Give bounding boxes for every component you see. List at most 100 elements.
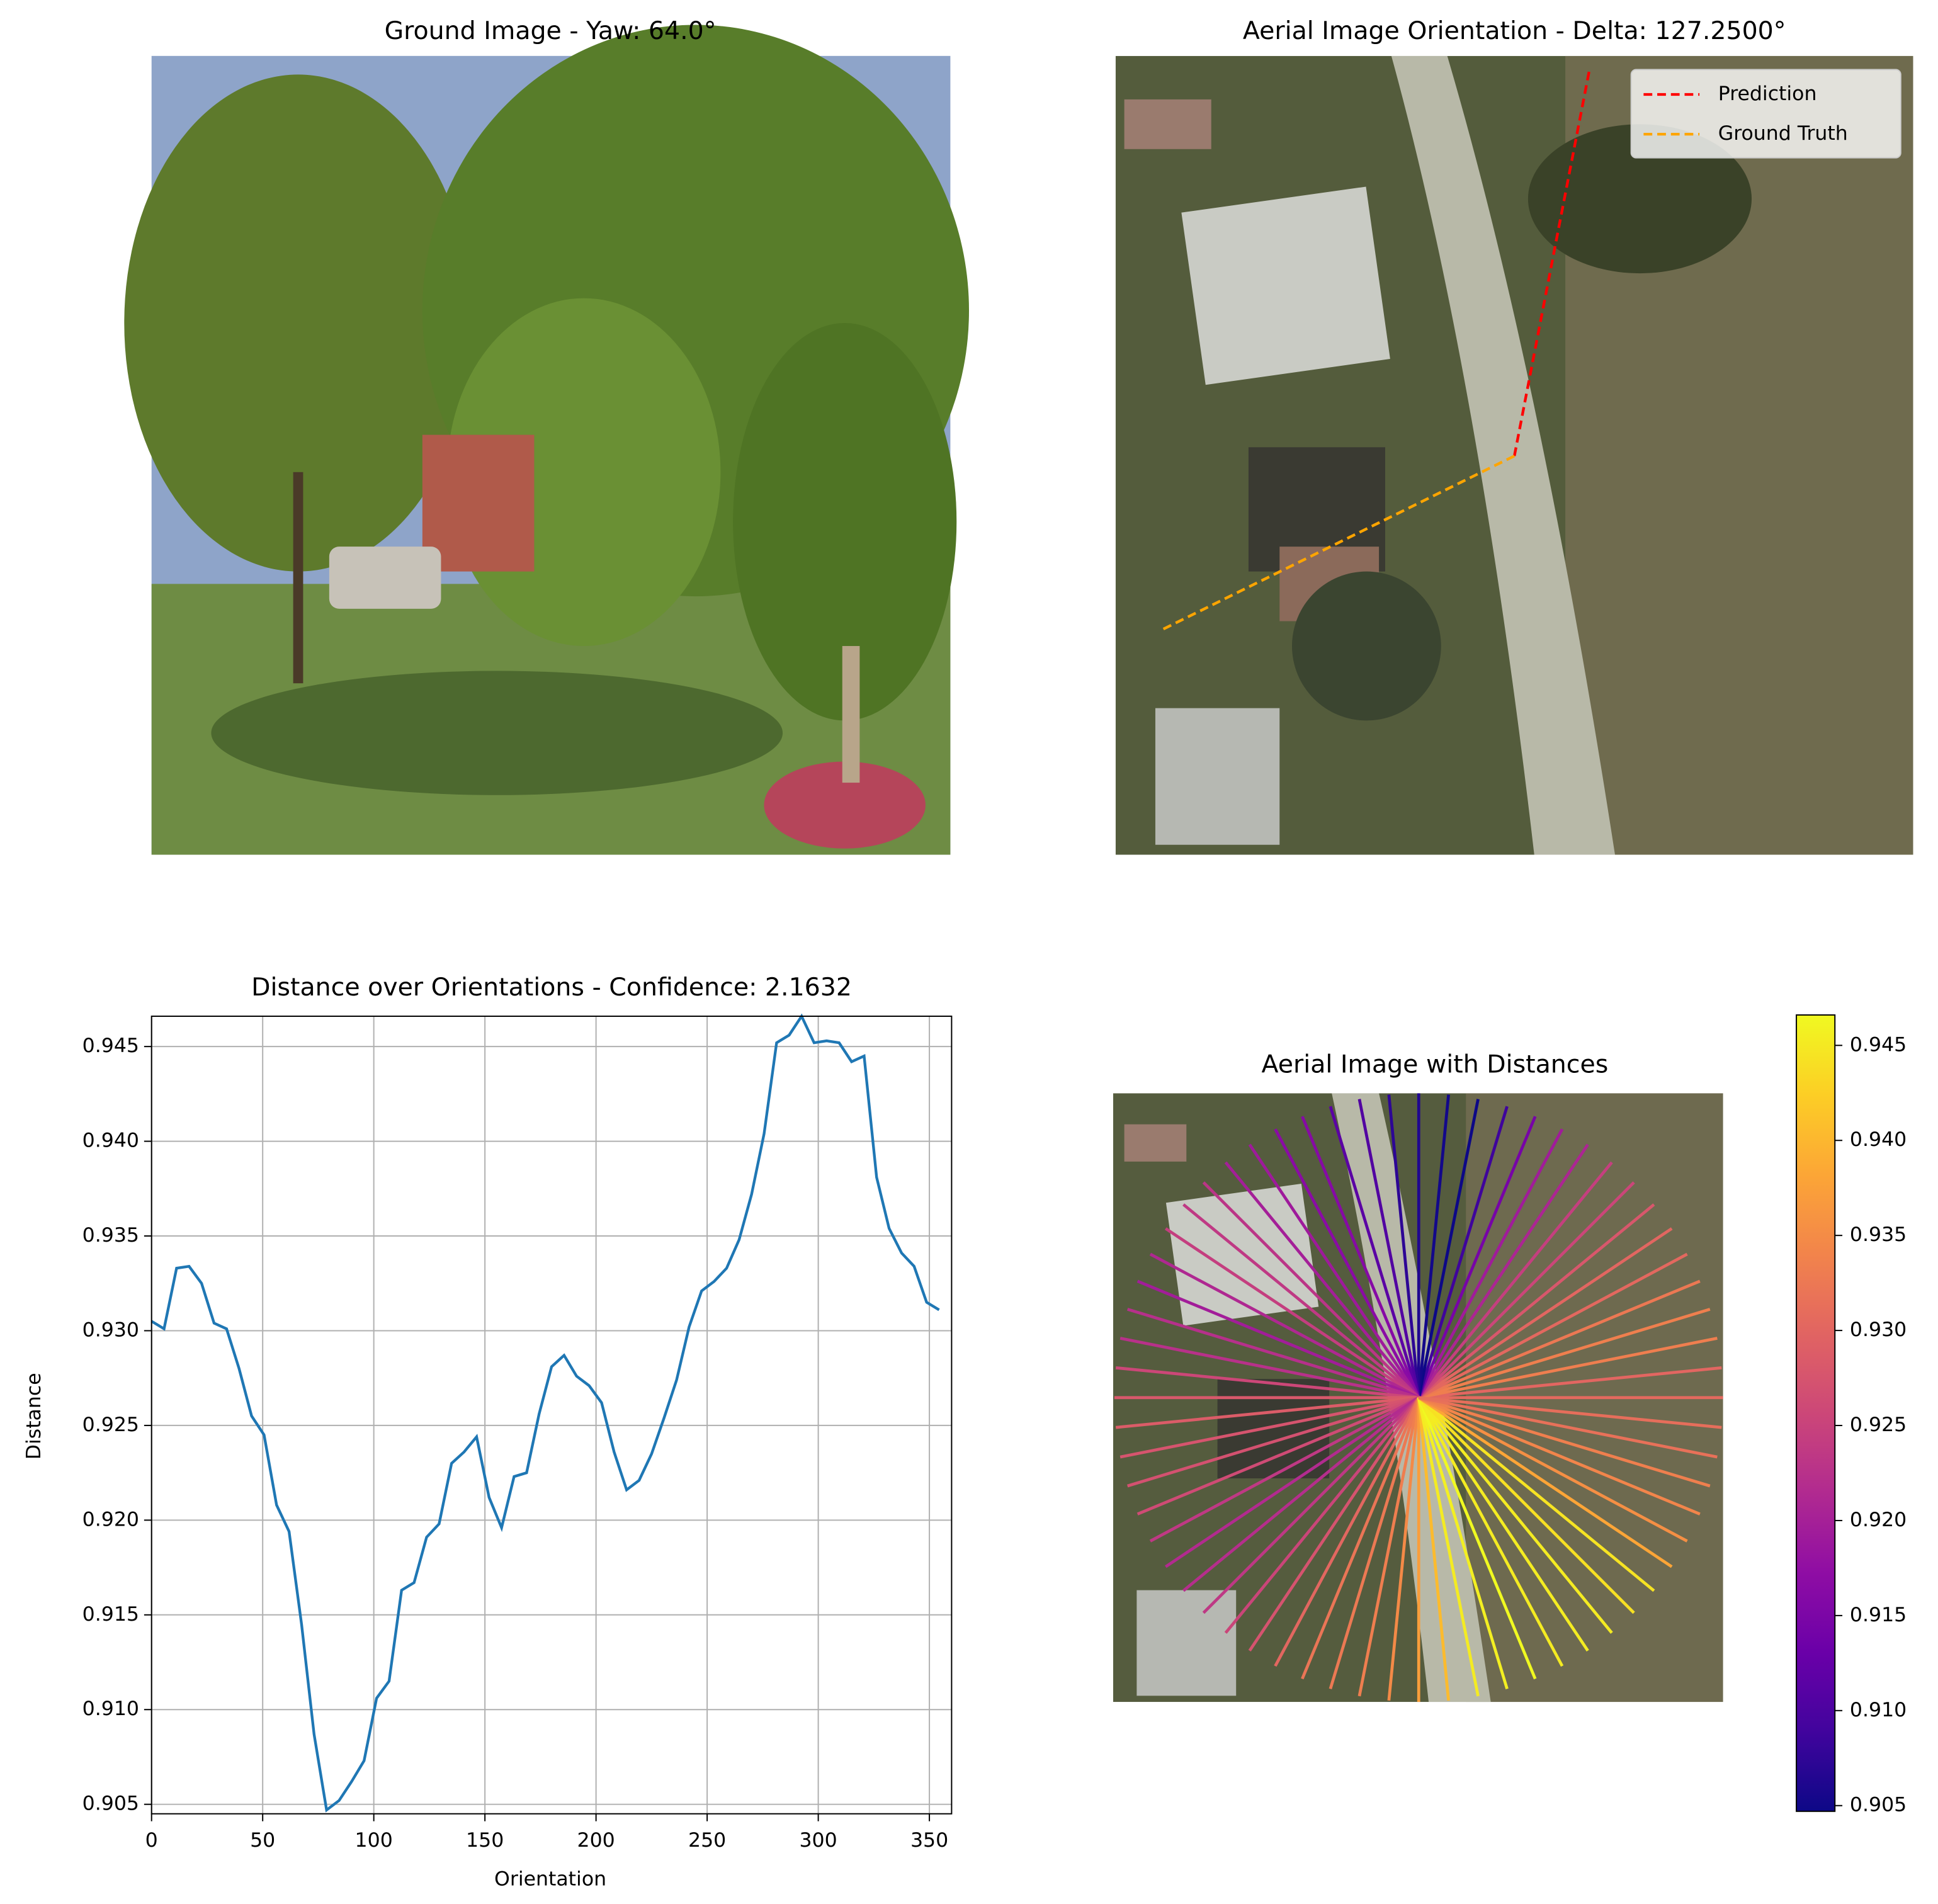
radial-line [1248, 1143, 1420, 1399]
chart-title: Aerial Image Orientation - Delta: 127.25… [1243, 16, 1786, 45]
radial-line [1329, 1106, 1420, 1398]
colorbar-tick-label: 0.940 [1850, 1128, 1907, 1151]
radial-line [1418, 1337, 1718, 1400]
radial-line [1417, 1227, 1673, 1399]
radial-line [1357, 1397, 1420, 1697]
radial-line [1419, 1366, 1722, 1400]
radial-line [1387, 1397, 1420, 1701]
x-tick-label: 150 [466, 1829, 504, 1852]
radial-line [1301, 1397, 1420, 1680]
radial-line [1417, 1099, 1480, 1398]
radial-line [1119, 1396, 1419, 1459]
colorbar-tick-label: 0.910 [1850, 1699, 1907, 1721]
radial-line [1202, 1181, 1420, 1399]
colorbar-tick-label: 0.935 [1850, 1223, 1907, 1246]
y-tick-label: 0.915 [82, 1603, 139, 1626]
ground-photo [124, 25, 969, 855]
y-axis-label: Distance [23, 1373, 45, 1459]
radial-line [1182, 1396, 1420, 1592]
x-tick-label: 100 [355, 1829, 393, 1852]
x-tick-label: 300 [799, 1829, 837, 1852]
radial-lines [1114, 1093, 1723, 1703]
radial-line [1224, 1161, 1420, 1399]
radial-line [1417, 1396, 1655, 1592]
radial-line [1419, 1396, 1722, 1429]
radial-line [1417, 1397, 1537, 1680]
radial-line [1357, 1099, 1420, 1398]
colorbar-tick-label: 0.930 [1850, 1318, 1907, 1341]
orientation-lines [1162, 70, 1591, 631]
y-tick-label: 0.935 [82, 1224, 139, 1247]
radial-line [1418, 1252, 1688, 1399]
radial-line [1417, 1397, 1589, 1652]
radial-line [1417, 1094, 1450, 1398]
radial-line [1136, 1279, 1420, 1399]
radial-line [1136, 1396, 1420, 1516]
radial-line [1182, 1203, 1420, 1399]
orientation-line [1513, 70, 1591, 456]
chart-title: Ground Image - Yaw: 64.0° [385, 16, 717, 45]
radial-line [1126, 1396, 1419, 1488]
colorbar-tick-label: 0.915 [1850, 1604, 1907, 1626]
x-tick-label: 250 [688, 1829, 726, 1852]
radial-line [1418, 1396, 1701, 1516]
legend-label: Ground Truth [1718, 122, 1848, 145]
radial-line [1418, 1279, 1701, 1399]
radial-line [1329, 1397, 1420, 1690]
radial-line [1418, 1396, 1688, 1543]
y-tick-label: 0.945 [82, 1034, 139, 1057]
orientation-line [1162, 455, 1516, 631]
radial-line [1301, 1116, 1420, 1398]
legend-label: Prediction [1718, 82, 1817, 105]
radial-line [1417, 1397, 1450, 1701]
radial-line [1417, 1397, 1613, 1634]
radial-line [1417, 1181, 1635, 1399]
radial-line [1224, 1397, 1420, 1634]
radial-line [1387, 1094, 1420, 1398]
y-tick-label: 0.930 [82, 1318, 139, 1341]
radial-line [1417, 1161, 1613, 1399]
radial-line [1119, 1337, 1419, 1400]
colorbar-tick-label: 0.945 [1850, 1033, 1907, 1056]
y-tick-label: 0.920 [82, 1508, 139, 1531]
y-tick-label: 0.925 [82, 1414, 139, 1436]
radial-line [1126, 1308, 1419, 1400]
radial-line [1417, 1397, 1564, 1667]
x-tick-label: 50 [250, 1829, 275, 1852]
radial-line [1417, 1116, 1537, 1398]
radial-line [1418, 1308, 1711, 1400]
radial-line [1417, 1396, 1673, 1568]
radial-line [1149, 1252, 1420, 1399]
radial-line [1202, 1397, 1420, 1614]
chart-title: Aerial Image with Distances [1261, 1050, 1608, 1079]
axes-frame [150, 1016, 953, 1815]
y-tick-label: 0.905 [82, 1793, 139, 1815]
radial-line [1274, 1128, 1420, 1398]
radial-line [1417, 1203, 1655, 1399]
colorbar-tick-label: 0.925 [1850, 1414, 1907, 1436]
colorbar-tick-label: 0.920 [1850, 1509, 1907, 1531]
x-tick-label: 200 [577, 1829, 615, 1852]
radial-line [1165, 1396, 1420, 1568]
colorbar-tick-label: 0.905 [1850, 1794, 1907, 1816]
x-tick-label: 350 [910, 1829, 948, 1852]
radial-line [1417, 1397, 1509, 1690]
legend: Prediction Ground Truth [1630, 69, 1901, 159]
x-tick-label: 0 [145, 1829, 158, 1852]
radial-line [1165, 1227, 1420, 1399]
radial-line [1149, 1396, 1420, 1543]
chart-title: Distance over Orientations - Confidence:… [251, 973, 852, 1002]
y-tick-label: 0.910 [82, 1697, 139, 1720]
data-line [150, 1013, 940, 1813]
radial-line [1418, 1396, 1718, 1459]
radial-line [1417, 1106, 1509, 1398]
radial-line [1248, 1397, 1420, 1652]
radial-line [1115, 1366, 1419, 1400]
radial-line [1274, 1397, 1420, 1667]
radial-line [1417, 1128, 1564, 1398]
y-tick-label: 0.940 [82, 1130, 139, 1152]
legend-box [1630, 69, 1901, 159]
radial-line [1417, 1397, 1635, 1614]
